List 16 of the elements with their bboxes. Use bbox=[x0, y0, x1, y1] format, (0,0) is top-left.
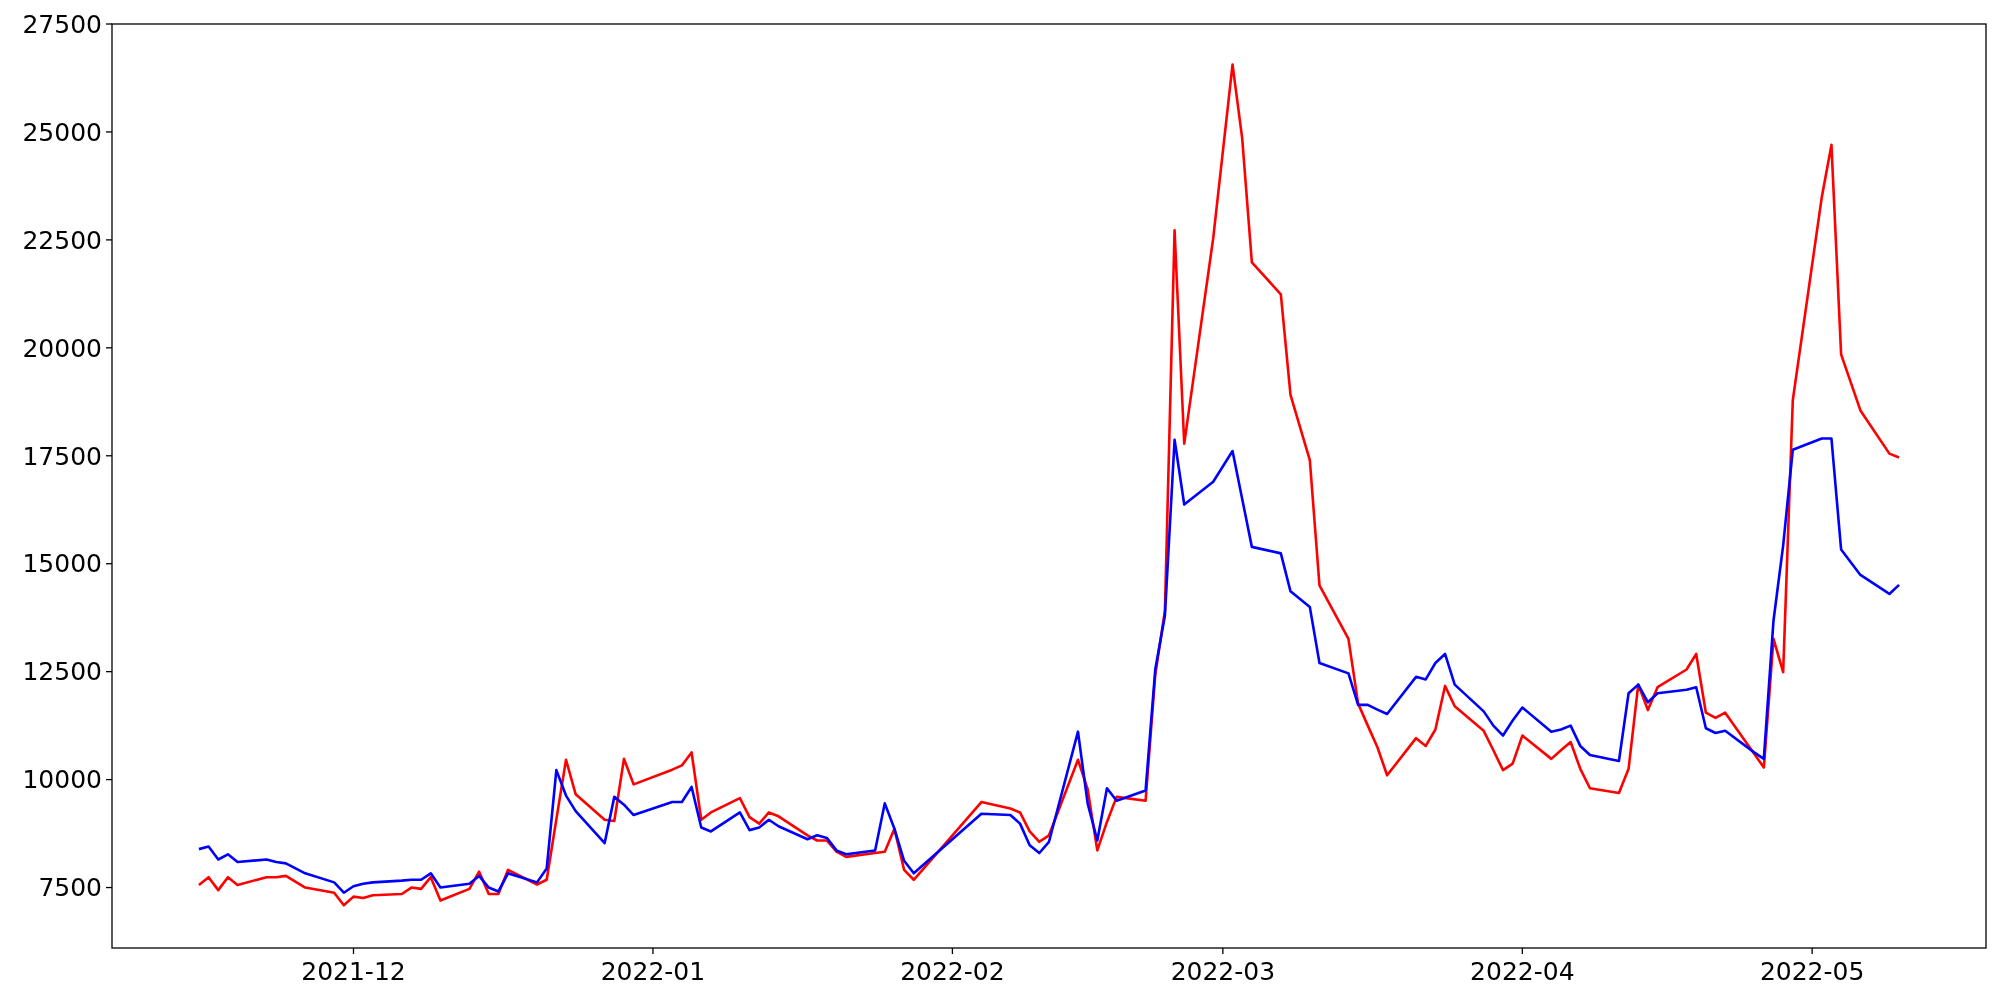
x-tick-label: 2022-03 bbox=[1170, 957, 1276, 986]
y-tick-label: 7500 bbox=[38, 873, 102, 903]
y-tick-label: 25000 bbox=[22, 117, 102, 147]
y-tick-label: 12500 bbox=[22, 657, 102, 687]
x-tick-label: 2022-04 bbox=[1470, 957, 1575, 986]
x-tick-label: 2022-01 bbox=[600, 957, 706, 986]
x-tick-label: 2021-12 bbox=[301, 957, 406, 986]
x-tick-label: 2022-02 bbox=[900, 957, 1005, 986]
y-tick-label: 17500 bbox=[22, 441, 102, 471]
line-series bbox=[197, 437, 1901, 895]
y-tick-label: 20000 bbox=[22, 333, 102, 363]
y-tick-label: 22500 bbox=[22, 225, 102, 255]
x-tick-label: 2022-05 bbox=[1759, 957, 1865, 986]
y-tick-label: 15000 bbox=[22, 549, 102, 579]
y-tick-label: 27500 bbox=[22, 9, 102, 39]
y-tick-label: 10000 bbox=[22, 765, 102, 795]
